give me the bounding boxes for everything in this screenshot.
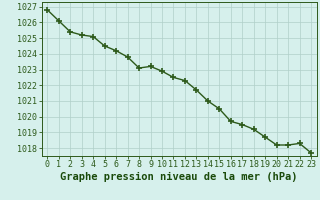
- X-axis label: Graphe pression niveau de la mer (hPa): Graphe pression niveau de la mer (hPa): [60, 172, 298, 182]
